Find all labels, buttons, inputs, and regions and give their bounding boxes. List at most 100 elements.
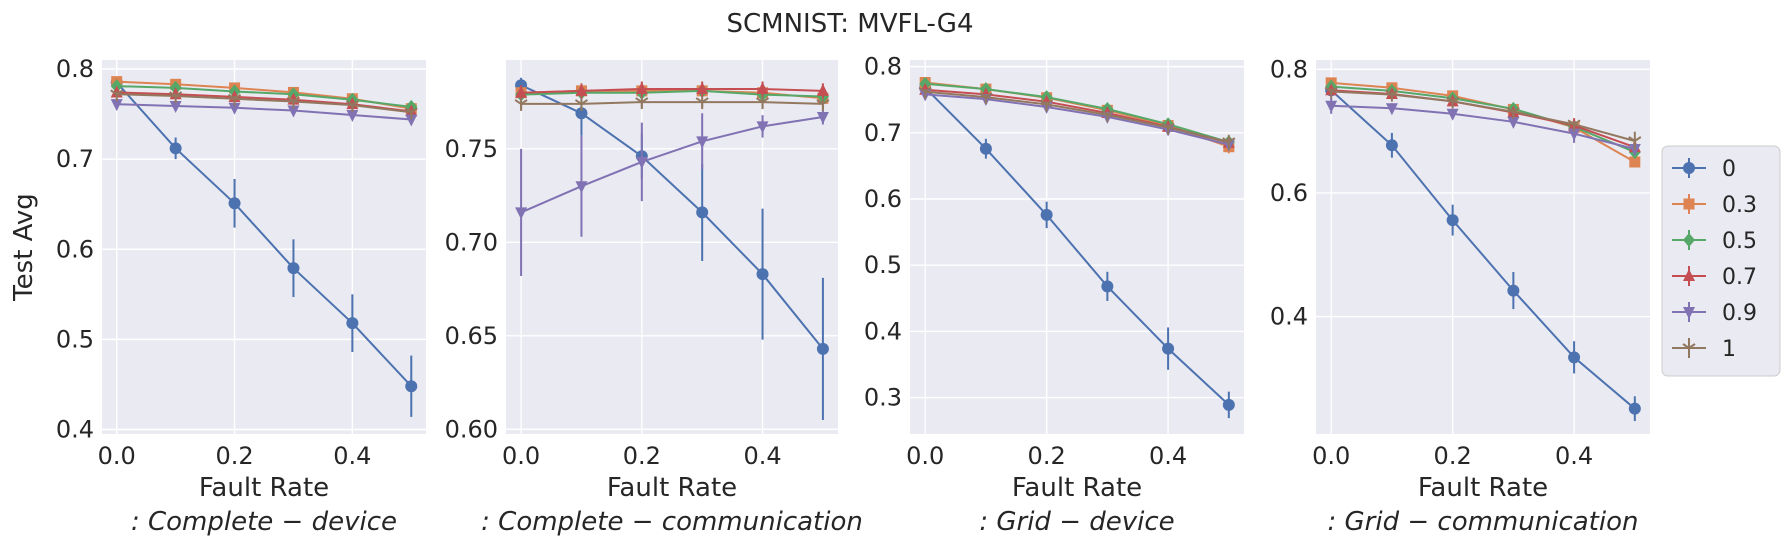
- legend-marker: [1682, 343, 1696, 355]
- data-point: [1100, 110, 1114, 122]
- data-point: [979, 142, 992, 155]
- marker-stroke: [701, 97, 709, 103]
- marker-stroke: [110, 89, 118, 96]
- series-1: [110, 89, 418, 120]
- marker-stroke: [574, 99, 583, 105]
- y-tick-label: 0.4: [1270, 303, 1308, 331]
- data-point: [1628, 402, 1641, 415]
- data-point: [110, 89, 124, 102]
- marker-stroke: [116, 89, 124, 96]
- series-line: [1331, 90, 1636, 142]
- legend-entry-0.3: 0.3: [1672, 193, 1757, 218]
- data-point: [574, 99, 589, 111]
- data-point: [227, 93, 242, 106]
- legend-label: 0.7: [1722, 265, 1757, 290]
- data-point: [979, 92, 993, 105]
- series-line: [521, 101, 823, 105]
- data-point: [228, 102, 241, 115]
- y-tick-label: 0.4: [864, 317, 902, 345]
- data-point: [514, 99, 528, 111]
- data-point: [635, 97, 649, 110]
- marker-stroke: [292, 96, 301, 103]
- series-line: [116, 93, 412, 114]
- marker-stroke: [1634, 136, 1642, 142]
- marker-stroke: [1324, 86, 1332, 93]
- data-point: [169, 142, 182, 155]
- series-line: [925, 93, 1230, 146]
- legend-label: 0.3: [1722, 193, 1757, 218]
- data-point: [1629, 156, 1641, 168]
- x-tick-label: 0.0: [1312, 442, 1350, 470]
- x-tick-label: 0.4: [333, 442, 371, 470]
- data-point: [1324, 86, 1338, 99]
- data-point: [816, 83, 829, 96]
- data-point: [1506, 107, 1520, 119]
- marker-stroke: [1391, 89, 1399, 96]
- x-tick-label: 0.2: [1028, 442, 1066, 470]
- marker-stroke: [1228, 137, 1236, 143]
- y-tick-label: 0.4: [56, 415, 94, 443]
- series-line: [925, 82, 1230, 144]
- legend-marker: [1683, 198, 1695, 210]
- x-tick-label: 0.4: [743, 442, 781, 470]
- panel-subtitle: : Complete − device: [131, 507, 397, 537]
- series-0: [110, 76, 418, 417]
- marker-stroke: [695, 97, 703, 103]
- legend-entry-0.9: 0.9: [1672, 301, 1757, 326]
- data-point: [1507, 116, 1520, 129]
- y-tick-label: 0.75: [445, 135, 498, 163]
- data-point: [169, 100, 182, 113]
- marker-stroke: [1688, 343, 1696, 349]
- legend-label: 0.5: [1722, 229, 1757, 254]
- data-point: [345, 100, 359, 113]
- marker-stroke: [1222, 137, 1230, 143]
- series-1: [1324, 86, 1642, 151]
- y-tick-label: 0.5: [56, 325, 94, 353]
- series-1: [918, 86, 1236, 150]
- marker-stroke: [1573, 119, 1581, 126]
- data-point: [405, 380, 418, 393]
- marker-stroke: [918, 86, 926, 93]
- legend-entry-0.7: 0.7: [1672, 265, 1757, 290]
- data-point: [1040, 99, 1054, 112]
- data-point: [1446, 108, 1459, 121]
- data-point: [1162, 342, 1175, 355]
- data-point: [346, 317, 359, 330]
- x-axis-label: Fault Rate: [607, 473, 737, 503]
- panel-subtitle: : Grid − communication: [1328, 507, 1639, 537]
- marker-stroke: [816, 99, 824, 105]
- y-tick-label: 0.70: [445, 228, 498, 256]
- marker-stroke: [755, 97, 764, 103]
- marker-stroke: [1161, 122, 1169, 129]
- marker-stroke: [169, 91, 177, 97]
- data-point: [346, 109, 359, 122]
- marker-stroke: [404, 107, 412, 114]
- data-point: [405, 114, 418, 127]
- data-point: [1222, 398, 1235, 411]
- legend-box: [1661, 145, 1781, 377]
- series-line: [924, 87, 1230, 406]
- plot-area: [910, 60, 1244, 434]
- data-point: [1385, 103, 1398, 116]
- marker-stroke: [1567, 119, 1575, 126]
- marker-stroke: [1167, 122, 1175, 129]
- series-line: [520, 116, 824, 214]
- series-0.7: [515, 81, 829, 101]
- y-tick-label: 0.6: [1270, 179, 1308, 207]
- panel-2: 0.0 0.2 0.4 0.60 0.65 0.70 0.75 Fault Rate: Com…: [445, 60, 863, 537]
- data-point: [515, 85, 528, 98]
- y-tick-label: 0.6: [864, 185, 902, 213]
- panel-3: 0.0 0.2 0.4 0.3 0.4 0.5 0.6 0.7 0.8 Fault Rate: G…: [864, 53, 1244, 537]
- marker-stroke: [514, 99, 522, 105]
- marker-stroke: [580, 99, 589, 105]
- series-line: [116, 85, 412, 108]
- marker-stroke: [761, 97, 770, 103]
- series-0: [919, 81, 1235, 419]
- data-point: [1446, 96, 1460, 109]
- data-point: [696, 81, 709, 94]
- series-1: [514, 96, 830, 111]
- marker-stroke: [985, 92, 993, 98]
- data-point: [575, 181, 588, 194]
- y-axis-label: Test Avg: [9, 193, 39, 302]
